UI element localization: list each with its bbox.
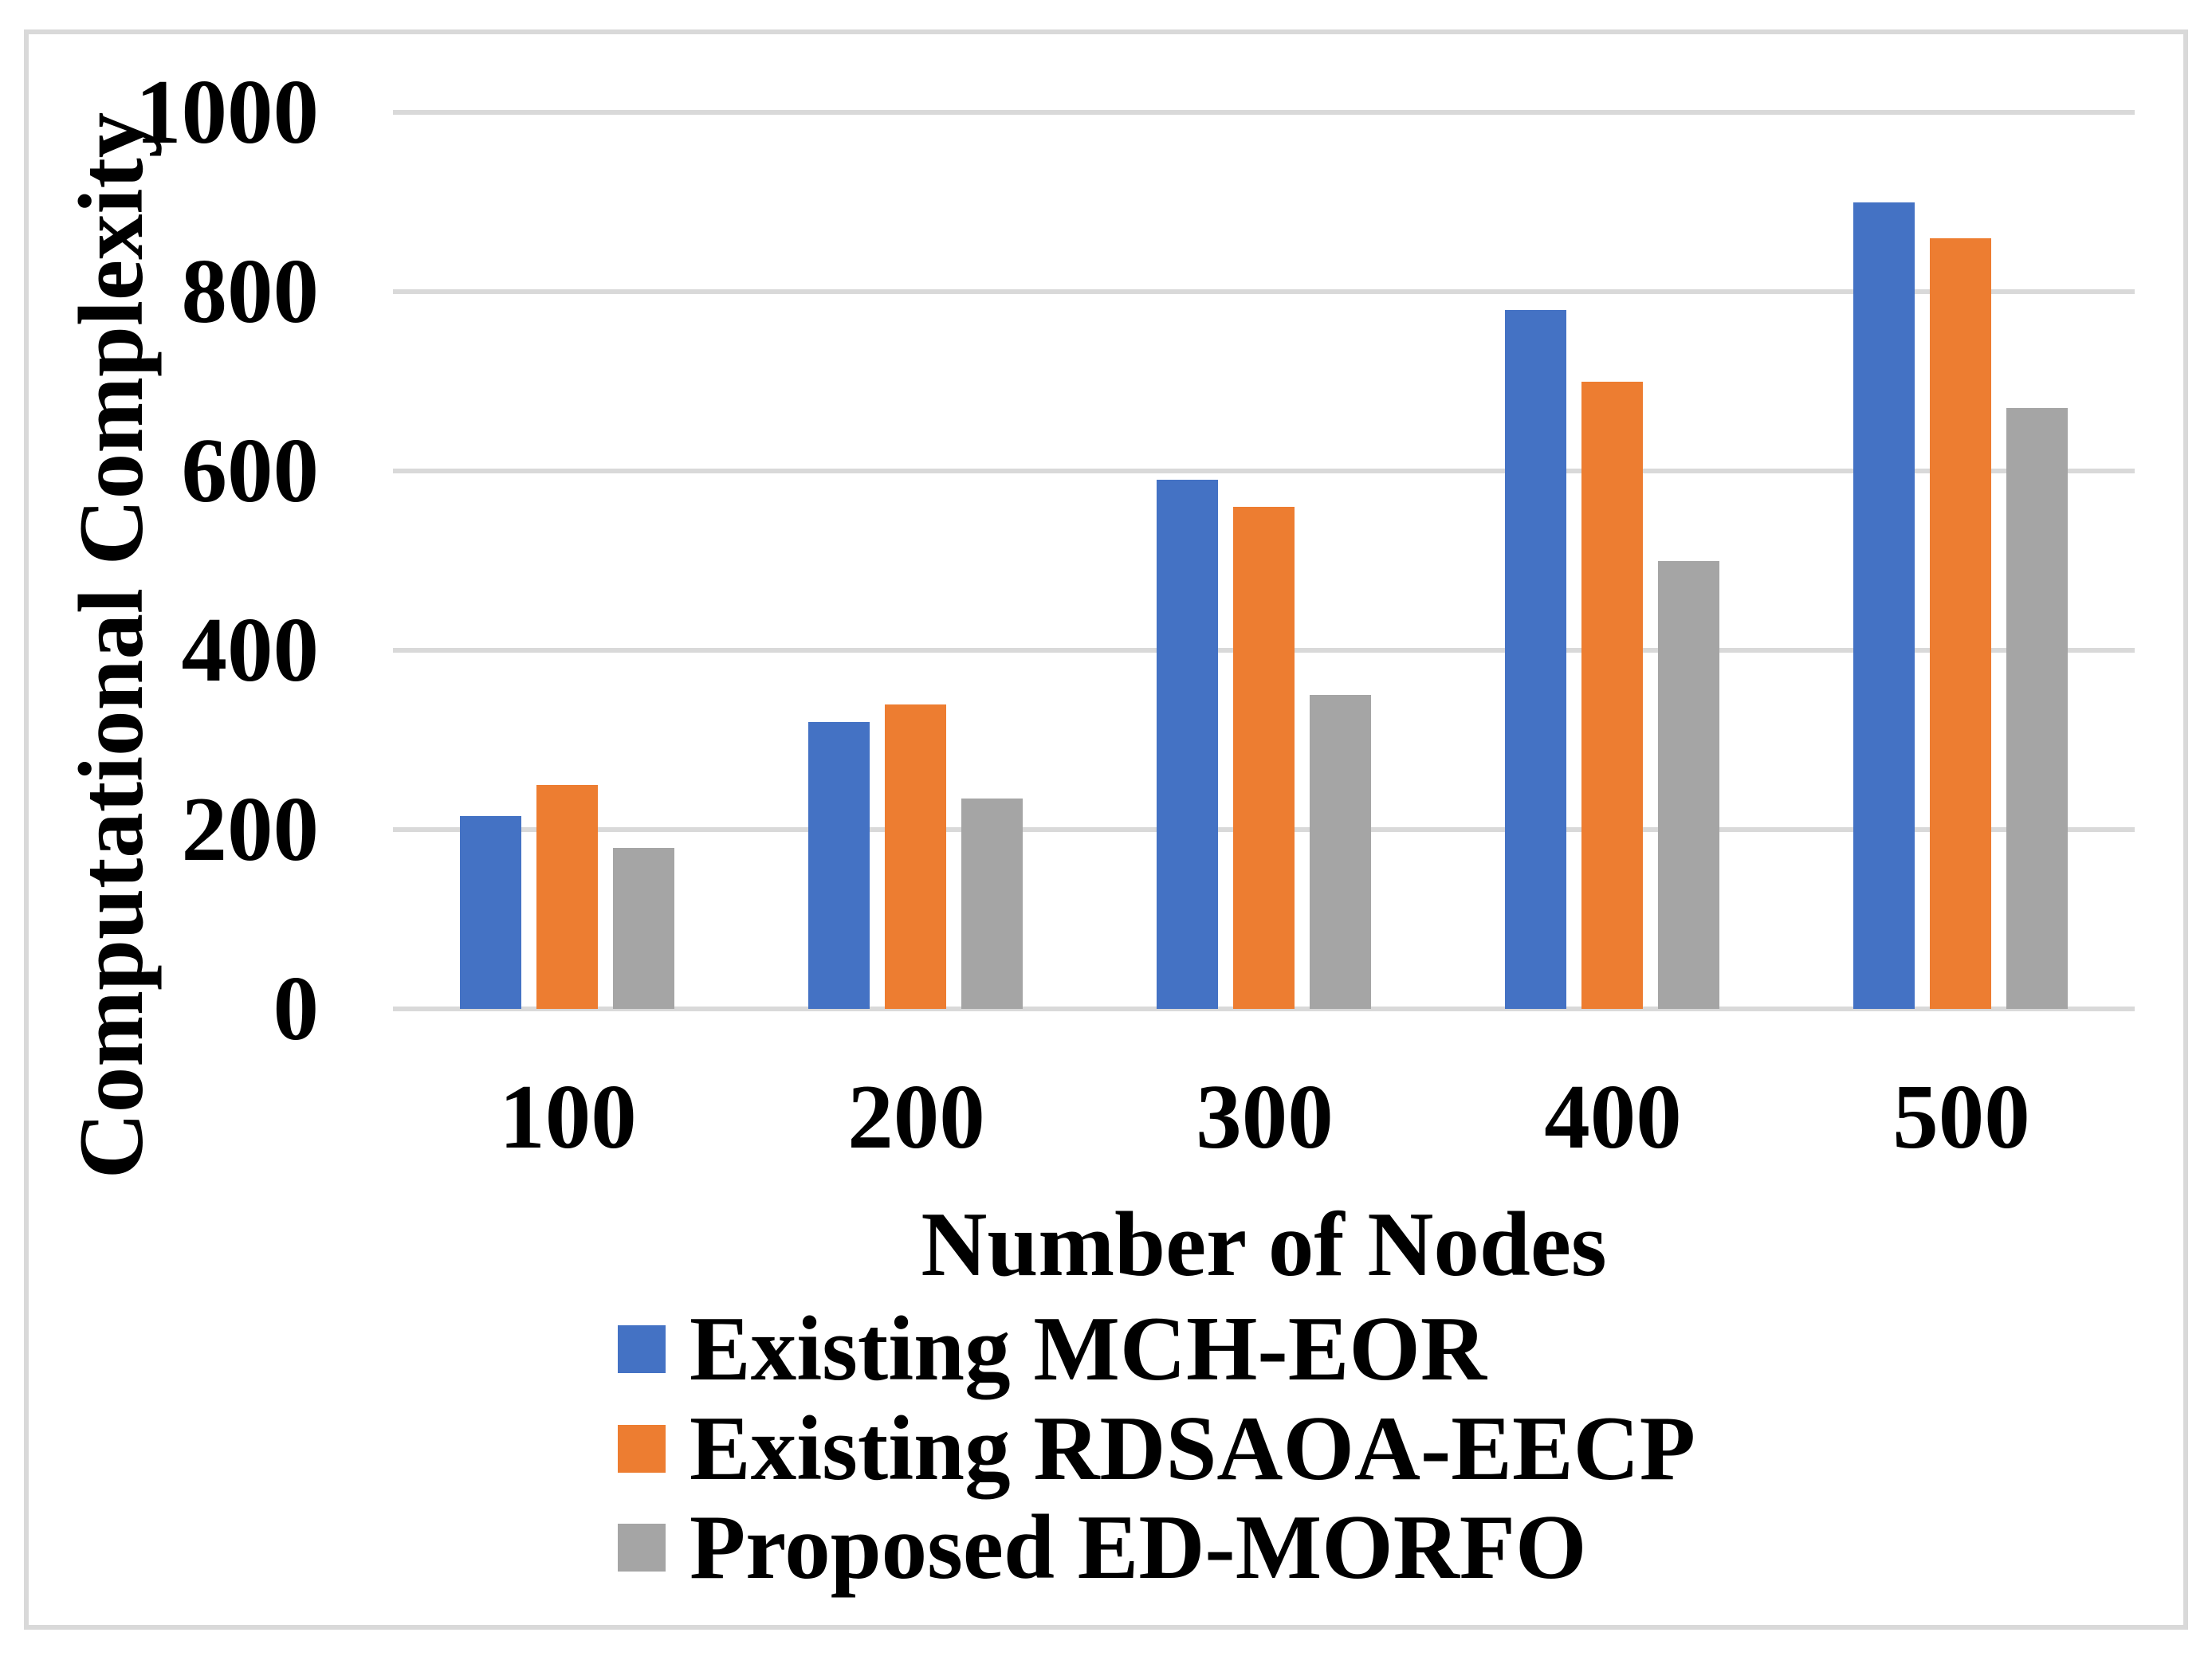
bar-500-proposed-ed-morfo bbox=[2006, 408, 2068, 1009]
bar-400-existing-rdsaoa-eecp bbox=[1581, 381, 1643, 1009]
bar-500-existing-rdsaoa-eecp bbox=[1930, 237, 1991, 1009]
legend-swatch-icon bbox=[618, 1325, 666, 1373]
y-tick-label-200: 200 bbox=[181, 779, 320, 880]
bar-100-proposed-ed-morfo bbox=[613, 847, 674, 1009]
bar-100-existing-rdsaoa-eecp bbox=[536, 784, 598, 1009]
bar-300-existing-mch-eor bbox=[1157, 480, 1218, 1009]
y-axis-title: Computational Complexity bbox=[61, 112, 162, 1179]
bar-400-proposed-ed-morfo bbox=[1658, 560, 1719, 1009]
y-tick-label-800: 800 bbox=[181, 241, 320, 342]
gridline-y-0 bbox=[393, 1007, 2135, 1011]
legend-item-existing-mch-eor: Existing MCH-EOR bbox=[618, 1300, 1487, 1399]
bar-300-proposed-ed-morfo bbox=[1310, 695, 1371, 1009]
y-tick-label-400: 400 bbox=[181, 599, 320, 700]
bar-500-existing-mch-eor bbox=[1853, 202, 1915, 1009]
x-tick-label-100: 100 bbox=[499, 1066, 637, 1167]
gridline-y-600 bbox=[393, 469, 2135, 473]
x-axis-title: Number of Nodes bbox=[921, 1194, 1607, 1295]
bar-200-existing-rdsaoa-eecp bbox=[885, 704, 946, 1009]
bar-200-proposed-ed-morfo bbox=[961, 798, 1023, 1009]
x-tick-label-300: 300 bbox=[1196, 1066, 1334, 1167]
bar-400-existing-mch-eor bbox=[1505, 309, 1566, 1009]
x-tick-label-500: 500 bbox=[1892, 1066, 2030, 1167]
legend-item-existing-rdsaoa-eecp: Existing RDSAOA-EECP bbox=[618, 1399, 1695, 1498]
gridline-y-800 bbox=[393, 289, 2135, 294]
x-tick-label-400: 400 bbox=[1544, 1066, 1682, 1167]
x-tick-label-200: 200 bbox=[847, 1066, 985, 1167]
y-tick-label-0: 0 bbox=[273, 958, 320, 1059]
legend-swatch-icon bbox=[618, 1425, 666, 1473]
legend-swatch-icon bbox=[618, 1524, 666, 1572]
bar-100-existing-mch-eor bbox=[460, 816, 521, 1009]
gridline-y-1000 bbox=[393, 110, 2135, 115]
legend-item-proposed-ed-morfo: Proposed ED-MORFO bbox=[618, 1498, 1586, 1597]
legend-label: Existing MCH-EOR bbox=[690, 1298, 1487, 1399]
bar-300-existing-rdsaoa-eecp bbox=[1233, 507, 1295, 1009]
legend-label: Proposed ED-MORFO bbox=[690, 1497, 1587, 1598]
y-tick-label-1000: 1000 bbox=[136, 61, 319, 163]
bar-200-existing-mch-eor bbox=[808, 722, 870, 1009]
y-tick-label-600: 600 bbox=[181, 420, 320, 521]
legend-label: Existing RDSAOA-EECP bbox=[690, 1398, 1695, 1499]
